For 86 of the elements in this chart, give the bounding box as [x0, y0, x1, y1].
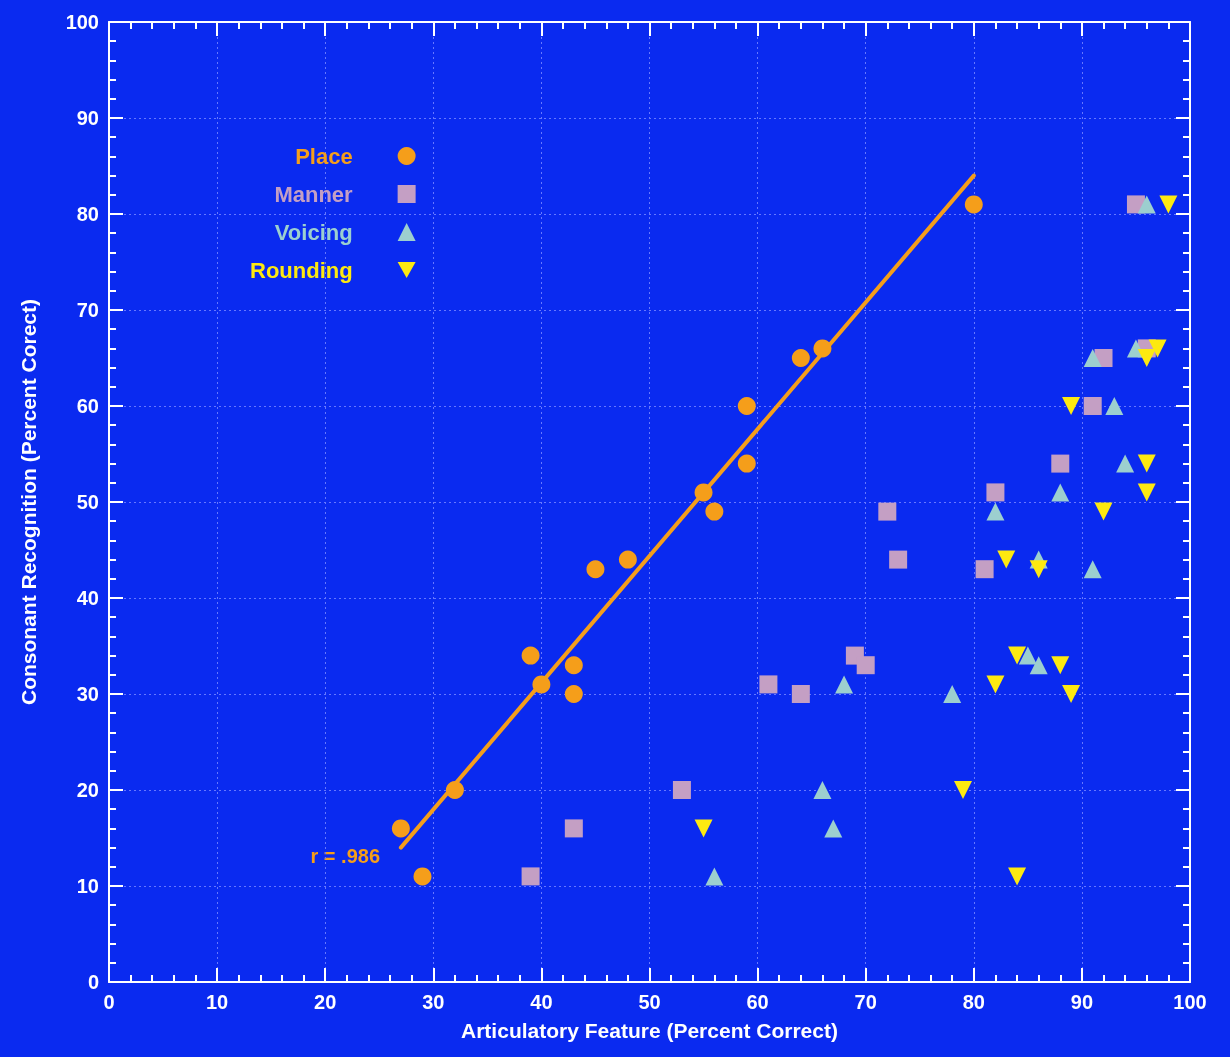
point — [445, 781, 464, 799]
point — [586, 560, 605, 579]
x-tick-label: 60 — [746, 991, 769, 1013]
x-tick-label: 100 — [1173, 991, 1207, 1013]
point — [1051, 454, 1070, 473]
point — [1029, 656, 1048, 675]
x-tick-label: 90 — [1070, 991, 1094, 1013]
point — [813, 781, 832, 799]
point — [986, 502, 1005, 521]
point — [1083, 397, 1102, 415]
point — [856, 656, 875, 675]
y-tick-label: 90 — [76, 107, 99, 129]
point — [878, 502, 897, 521]
point — [791, 349, 810, 367]
point — [1051, 483, 1070, 502]
x-tick-label: 40 — [530, 991, 553, 1013]
point — [1137, 483, 1156, 502]
legend-label: Rounding — [249, 257, 353, 283]
legend-label: Manner — [274, 181, 354, 207]
y-tick-label: 100 — [65, 11, 99, 33]
point — [694, 483, 713, 502]
y-tick-label: 20 — [76, 779, 99, 801]
point — [1137, 454, 1156, 473]
point — [1051, 656, 1070, 675]
point — [521, 867, 540, 886]
point — [532, 675, 551, 694]
point — [737, 397, 756, 415]
point — [672, 781, 691, 799]
point — [521, 646, 540, 665]
point — [1148, 339, 1167, 358]
y-tick-label: 0 — [87, 971, 99, 993]
point — [391, 819, 410, 838]
point — [1137, 349, 1156, 367]
point — [964, 195, 983, 214]
x-axis-title: Articulatory Feature (Percent Correct) — [461, 1019, 838, 1042]
point — [986, 483, 1005, 502]
x-tick-label: 0 — [103, 991, 115, 1013]
legend-label: Voicing — [274, 219, 353, 245]
x-tick-label: 10 — [205, 991, 229, 1013]
x-tick-label: 80 — [962, 991, 985, 1013]
point — [737, 454, 756, 473]
point — [835, 675, 854, 694]
point — [564, 656, 583, 675]
y-tick-label: 30 — [76, 683, 99, 705]
x-tick-label: 20 — [314, 991, 337, 1013]
point — [1018, 646, 1037, 665]
point — [1062, 397, 1081, 415]
point — [889, 550, 908, 569]
point — [1137, 195, 1156, 214]
point — [1116, 454, 1135, 473]
point — [986, 675, 1005, 694]
y-tick-label: 60 — [76, 395, 99, 417]
point — [413, 867, 432, 886]
point — [1105, 397, 1124, 415]
point — [564, 819, 583, 838]
point — [705, 502, 724, 521]
y-tick-label: 40 — [76, 587, 99, 609]
y-tick-label: 50 — [76, 491, 99, 513]
y-axis-title: Consonant Recognition (Percent Corect) — [17, 298, 40, 706]
point — [943, 685, 962, 703]
y-tick-label: 10 — [76, 875, 99, 897]
y-tick-label: 70 — [76, 299, 99, 321]
point — [791, 685, 810, 703]
point — [759, 675, 778, 694]
point — [564, 685, 583, 703]
y-tick-label: 80 — [76, 203, 99, 225]
point — [1083, 349, 1102, 367]
point — [1029, 560, 1048, 579]
point — [1094, 502, 1113, 521]
point — [975, 560, 994, 579]
x-tick-label: 70 — [854, 991, 877, 1013]
legend-label: Place — [295, 143, 353, 169]
point — [997, 550, 1016, 569]
x-tick-label: 30 — [422, 991, 445, 1013]
point — [618, 550, 637, 569]
point — [953, 781, 972, 799]
point — [1008, 646, 1027, 665]
point — [694, 819, 713, 838]
x-tick-label: 50 — [638, 991, 661, 1013]
point — [705, 867, 724, 886]
point — [1008, 867, 1027, 886]
point — [1083, 560, 1102, 579]
point — [824, 819, 843, 838]
point — [813, 339, 832, 358]
point — [1159, 195, 1178, 214]
point — [1062, 685, 1081, 703]
